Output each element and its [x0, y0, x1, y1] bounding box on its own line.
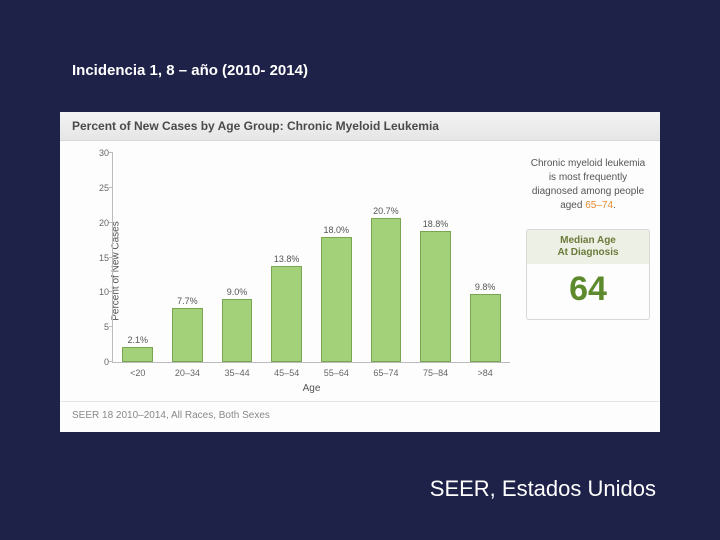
median-head: Median Age At Diagnosis: [527, 230, 649, 264]
x-tick-label: 65–74: [364, 368, 407, 378]
x-axis-label: Age: [113, 383, 510, 394]
bar-group: 9.8%>84: [470, 282, 501, 362]
x-tick-label: >84: [464, 368, 507, 378]
x-tick-label: 55–64: [315, 368, 358, 378]
y-tick-label: 30: [85, 148, 109, 158]
bar-group: 7.7%20–34: [172, 296, 203, 362]
y-tick-mark: [109, 326, 113, 327]
bar-value-label: 2.1%: [128, 335, 149, 345]
panel-body: Percent of New Cases Age 0510152025302.1…: [60, 141, 660, 401]
bar-group: 9.0%35–44: [222, 287, 253, 362]
y-tick-label: 15: [85, 253, 109, 263]
bar-value-label: 9.0%: [227, 287, 248, 297]
y-tick-label: 0: [85, 357, 109, 367]
y-tick-label: 25: [85, 183, 109, 193]
seer-panel: Percent of New Cases by Age Group: Chron…: [60, 112, 660, 432]
bar-value-label: 7.7%: [177, 296, 198, 306]
y-tick-mark: [109, 222, 113, 223]
median-value: 64: [527, 264, 649, 319]
x-tick-label: 35–44: [216, 368, 259, 378]
slide-title: Incidencia 1, 8 – año (2010- 2014): [72, 62, 308, 79]
bar-group: 13.8%45–54: [271, 254, 302, 362]
bar-group: 20.7%65–74: [371, 206, 402, 362]
median-age-box: Median Age At Diagnosis 64: [526, 229, 650, 320]
y-tick-label: 5: [85, 322, 109, 332]
bar-group: 18.0%55–64: [321, 225, 352, 362]
bar: [222, 299, 253, 362]
chart-sidebar: Chronic myeloid leukemia is most frequen…: [520, 141, 660, 401]
bar: [371, 218, 402, 362]
bar-value-label: 18.8%: [423, 219, 449, 229]
bar: [470, 294, 501, 362]
panel-header: Percent of New Cases by Age Group: Chron…: [60, 112, 660, 141]
plot-area: Age 0510152025302.1%<207.7%20–349.0%35–4…: [112, 153, 510, 363]
x-tick-label: <20: [116, 368, 159, 378]
bar-value-label: 13.8%: [274, 254, 300, 264]
panel-footer: SEER 18 2010–2014, All Races, Both Sexes: [60, 401, 660, 429]
y-tick-mark: [109, 187, 113, 188]
bar-value-label: 9.8%: [475, 282, 496, 292]
y-tick-mark: [109, 257, 113, 258]
bar-group: 18.8%75–84: [420, 219, 451, 362]
y-tick-mark: [109, 152, 113, 153]
info-highlight: 65–74: [585, 200, 613, 211]
bar: [420, 231, 451, 362]
bar-chart: Percent of New Cases Age 0510152025302.1…: [60, 141, 520, 401]
info-post: .: [613, 200, 616, 211]
y-tick-label: 20: [85, 218, 109, 228]
y-tick-mark: [109, 291, 113, 292]
bar-value-label: 20.7%: [373, 206, 399, 216]
source-label: SEER, Estados Unidos: [430, 476, 656, 502]
y-tick-mark: [109, 361, 113, 362]
median-title-1: Median Age: [529, 235, 647, 247]
bar: [122, 347, 153, 362]
y-tick-label: 10: [85, 287, 109, 297]
x-tick-label: 75–84: [414, 368, 457, 378]
median-title-2: At Diagnosis: [529, 247, 647, 259]
bar-value-label: 18.0%: [324, 225, 350, 235]
bar: [321, 237, 352, 362]
info-text: Chronic myeloid leukemia is most frequen…: [526, 151, 650, 219]
bar-group: 2.1%<20: [122, 335, 153, 362]
bar: [271, 266, 302, 362]
bar: [172, 308, 203, 362]
x-tick-label: 45–54: [265, 368, 308, 378]
x-tick-label: 20–34: [166, 368, 209, 378]
